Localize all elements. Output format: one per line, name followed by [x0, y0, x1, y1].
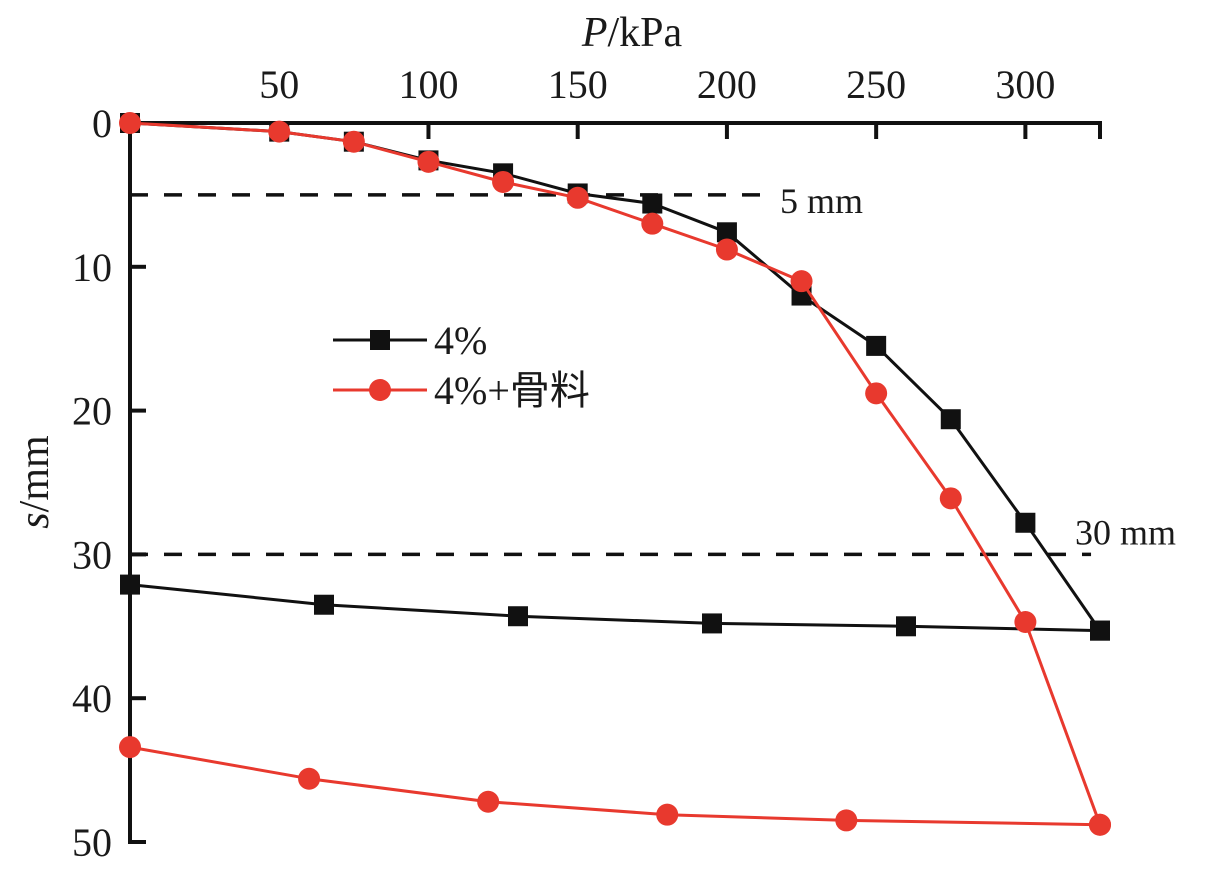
data-point-square-unloading	[120, 574, 140, 595]
legend-square-marker-icon	[370, 330, 390, 350]
data-point-circle-loading	[268, 120, 291, 143]
data-point-circle-unloading	[477, 790, 500, 813]
y-axis-title-unit: /mm	[12, 435, 58, 512]
series-4pct-aggregate	[119, 112, 1111, 836]
y-tick-label: 50	[72, 820, 112, 865]
x-tick-label: 100	[398, 62, 458, 107]
x-tick-label: 200	[697, 62, 757, 107]
series-line-unloading	[129, 583, 1101, 633]
y-tick-label: 0	[92, 101, 112, 146]
x-axis-title: P/kPa	[581, 10, 683, 56]
y-tick-label: 10	[72, 245, 112, 290]
data-point-square-loading	[940, 409, 961, 430]
data-point-circle-loading	[865, 382, 888, 405]
legend-label-4pct: 4%	[434, 318, 487, 363]
data-point-circle-unloading	[119, 736, 141, 759]
data-point-circle-loading	[790, 270, 813, 293]
series-line-loading	[129, 121, 1102, 826]
axes: 50 100 150 200 250 300 0 10 20 30 40 50	[72, 62, 1102, 865]
data-point-circle-loading	[715, 238, 738, 261]
data-point-circle-unloading	[656, 803, 679, 826]
data-point-square-loading	[642, 193, 663, 214]
y-tick-label: 20	[72, 389, 112, 434]
y-axis-title-symbol: s	[12, 512, 58, 528]
data-point-circle-loading	[119, 112, 141, 134]
data-point-square-loading	[1015, 512, 1036, 533]
data-point-square-unloading	[508, 606, 528, 627]
data-point-circle-loading	[566, 186, 589, 209]
legend-item-4pct-aggregate: 4%+骨料	[333, 368, 590, 413]
reference-lines: 5 mm 30 mm	[130, 181, 1176, 557]
data-point-circle-unloading	[835, 809, 858, 832]
x-axis-title-symbol: P	[581, 10, 608, 56]
x-tick-label: 50	[259, 62, 299, 107]
data-point-circle-loading	[492, 170, 515, 193]
data-point-square-unloading	[896, 616, 916, 637]
x-tick-label: 300	[995, 62, 1055, 107]
x-tick-label: 250	[846, 62, 906, 107]
legend: 4% 4%+骨料	[333, 318, 590, 413]
legend-circle-marker-icon	[369, 379, 391, 401]
legend-item-4pct: 4%	[333, 318, 487, 363]
series-4pct	[120, 113, 1110, 641]
reference-label-5mm: 5 mm	[780, 181, 863, 221]
data-point-circle-loading	[1014, 610, 1037, 633]
data-point-circle-loading	[641, 212, 664, 235]
data-point-circle-loading	[417, 150, 440, 173]
legend-label-4pct-aggregate: 4%+骨料	[434, 368, 590, 413]
x-tick-label: 150	[548, 62, 608, 107]
y-tick-label: 40	[72, 676, 112, 721]
data-point-circle-loading	[939, 487, 962, 510]
data-point-square-loading	[716, 222, 737, 243]
data-point-square-unloading	[702, 613, 722, 634]
data-point-circle-unloading	[298, 767, 321, 790]
x-axis-title-unit: /kPa	[607, 10, 682, 56]
data-point-square-unloading	[1090, 620, 1110, 641]
series-layer	[119, 112, 1111, 836]
reference-label-30mm: 30 mm	[1075, 512, 1176, 552]
y-tick-label: 30	[72, 532, 112, 577]
data-point-square-loading	[866, 335, 887, 356]
data-point-circle-loading	[342, 130, 365, 153]
y-axis-title: s/mm	[12, 435, 58, 529]
series-line-unloading	[129, 745, 1101, 827]
data-point-square-unloading	[314, 594, 334, 615]
data-point-circle-unloading	[1089, 813, 1111, 836]
